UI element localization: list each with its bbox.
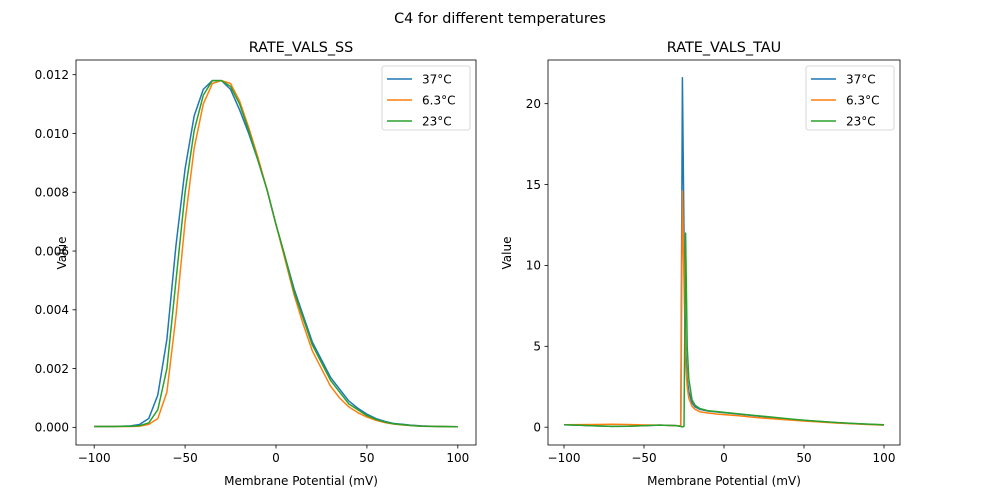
y-tick-label: 0.006 (35, 244, 69, 258)
x-tick-label: 100 (446, 451, 469, 465)
legend-entry-label: 23°C (422, 114, 452, 128)
plot-rate-vals-tau: RATE_VALS_TAU −100 −50 0 50 100 0 5 10 15 20 Memb… (500, 40, 901, 488)
y-tick-label: 10 (526, 259, 541, 273)
ticks-layer: −100 −50 0 50 100 0 5 10 15 20 (526, 97, 896, 465)
series-layer (94, 79, 458, 428)
x-axis-label: Membrane Potential (mV) (224, 474, 378, 488)
y-tick-label: 15 (526, 178, 541, 192)
x-tick-label: −50 (631, 451, 656, 465)
legend: 37°C 6.3°C 23°C (381, 65, 471, 131)
plot-rate-vals-ss: RATE_VALS_SS −100 −50 0 50 100 0.000 0.002 0.00… (35, 40, 477, 488)
y-tick-label: 0.012 (35, 68, 69, 82)
figure-suptitle: C4 for different temperatures (394, 11, 606, 27)
legend-entry-label: 37°C (846, 72, 876, 86)
x-tick-label: −100 (78, 451, 111, 465)
legend-entry-label: 6.3°C (846, 93, 879, 107)
axes-frame (75, 59, 477, 446)
y-tick-label: 5 (533, 340, 541, 354)
ticks-layer: −100 −50 0 50 100 0.000 0.002 0.004 0.006 0.008 0.… (35, 68, 470, 465)
plot-title: RATE_VALS_TAU (667, 40, 781, 56)
plot-title: RATE_VALS_SS (249, 40, 354, 56)
y-tick-label: 0.004 (35, 303, 69, 317)
legend-entry-label: 37°C (422, 72, 452, 86)
y-tick-label: 0.010 (35, 127, 69, 141)
x-tick-label: 50 (796, 451, 811, 465)
legend: 37°C 6.3°C 23°C (805, 65, 895, 131)
y-tick-label: 0.000 (35, 421, 69, 435)
y-axis-label: Value (500, 237, 514, 270)
legend-entry-label: 6.3°C (422, 93, 455, 107)
x-tick-label: 100 (873, 451, 896, 465)
x-tick-label: −100 (548, 451, 581, 465)
y-axis-label: Value (55, 237, 69, 270)
axes-frame (547, 59, 901, 446)
legend-entry-label: 23°C (846, 114, 876, 128)
legend-box (805, 65, 895, 131)
y-tick-label: 0 (533, 421, 541, 435)
series-line-23-c (94, 79, 458, 428)
y-tick-label: 0.008 (35, 186, 69, 200)
x-tick-label: −50 (172, 451, 197, 465)
series-line-6-3-c (563, 190, 885, 427)
series-layer (563, 77, 885, 428)
x-tick-label: 0 (272, 451, 280, 465)
series-line-23-c (563, 232, 885, 428)
x-tick-label: 0 (720, 451, 728, 465)
y-tick-label: 0.002 (35, 362, 69, 376)
x-axis-label: Membrane Potential (mV) (647, 474, 801, 488)
legend-box (381, 65, 471, 131)
x-tick-label: 50 (359, 451, 374, 465)
y-tick-label: 20 (526, 97, 541, 111)
